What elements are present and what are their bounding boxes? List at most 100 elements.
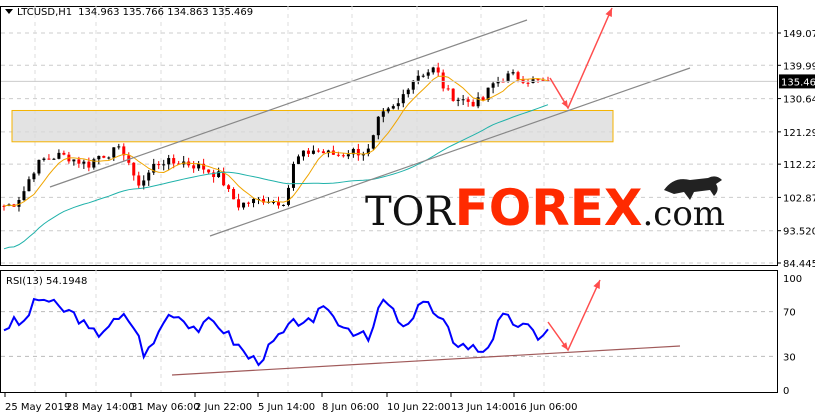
bull-logo-icon bbox=[664, 176, 722, 200]
candle-body bbox=[486, 87, 490, 100]
rsi-tick-label: 70 bbox=[783, 308, 796, 319]
candle-body bbox=[481, 97, 485, 100]
dropdown-triangle-icon[interactable] bbox=[5, 9, 13, 14]
candle-body bbox=[92, 159, 96, 168]
candle-body bbox=[132, 162, 136, 176]
candle-body bbox=[306, 150, 310, 154]
price-tick-label: 84.445 bbox=[783, 259, 815, 270]
candle-body bbox=[207, 169, 211, 173]
candle-body bbox=[222, 171, 226, 186]
candle-body bbox=[471, 101, 475, 107]
rsi-line bbox=[3, 297, 549, 367]
candle-body bbox=[511, 72, 515, 74]
time-tick-label: 25 May 2019 bbox=[5, 402, 70, 413]
candle-body bbox=[212, 172, 216, 178]
forecast-arrow bbox=[549, 7, 613, 110]
candle-body bbox=[381, 111, 385, 117]
candle-body bbox=[536, 79, 540, 81]
candle-body bbox=[157, 163, 161, 166]
time-tick-label: 13 Jun 14:00 bbox=[451, 402, 515, 413]
candle-body bbox=[272, 201, 276, 203]
candle-body bbox=[262, 198, 266, 203]
candle-body bbox=[142, 180, 146, 186]
candle-body bbox=[451, 88, 455, 101]
candle-body bbox=[72, 159, 76, 162]
candle-body bbox=[296, 156, 300, 164]
candle-body bbox=[361, 153, 365, 156]
candle-body bbox=[137, 175, 141, 186]
candle-body bbox=[62, 152, 66, 155]
price-tick-label: 139.995 bbox=[783, 61, 815, 72]
candle-body bbox=[77, 159, 81, 164]
candle-body bbox=[247, 202, 251, 204]
logo-tor: TOR bbox=[365, 189, 456, 235]
price-panel-frame bbox=[0, 6, 778, 266]
logo-torforex: TORFOREX.com bbox=[365, 179, 725, 237]
forecast-arrow-head bbox=[605, 8, 612, 17]
candle-body bbox=[232, 189, 236, 200]
candle-body bbox=[276, 201, 280, 206]
candle-body bbox=[506, 73, 510, 82]
moving-average-fast bbox=[3, 75, 549, 207]
candle-body bbox=[431, 67, 435, 73]
candle-body bbox=[42, 158, 46, 160]
candle-body bbox=[237, 199, 241, 208]
candle-body bbox=[406, 89, 410, 95]
candle-body bbox=[162, 164, 166, 166]
candle-body bbox=[97, 155, 101, 160]
candle-body bbox=[82, 161, 86, 164]
candle-body bbox=[172, 158, 176, 164]
rsi-tick-label: 100 bbox=[783, 274, 802, 285]
candle-body bbox=[356, 148, 360, 156]
candle-body bbox=[396, 103, 400, 107]
candle-body bbox=[202, 163, 206, 170]
candle-body bbox=[192, 165, 196, 169]
candle-body bbox=[326, 150, 330, 154]
symbol-label: LTCUSD,H1 bbox=[17, 7, 72, 18]
candle-body bbox=[291, 163, 295, 188]
candle-body bbox=[346, 154, 350, 157]
ohlc-values: 134.963 135.766 134.863 135.469 bbox=[78, 7, 253, 18]
candle-body bbox=[102, 155, 106, 158]
candle-body bbox=[22, 191, 26, 200]
candle-body bbox=[301, 150, 305, 157]
candle-body bbox=[107, 157, 111, 159]
candle-body bbox=[421, 75, 425, 77]
candle-body bbox=[341, 155, 345, 157]
candle-body bbox=[526, 82, 530, 84]
price-tick-label: 130.645 bbox=[783, 95, 815, 106]
candle-body bbox=[476, 97, 480, 107]
candle-body bbox=[336, 154, 340, 156]
candle-body bbox=[321, 151, 325, 154]
candle-body bbox=[446, 88, 450, 90]
candle-body bbox=[401, 94, 405, 104]
current-price-label: 135.469 bbox=[781, 77, 815, 88]
price-tick-label: 112.220 bbox=[783, 160, 815, 171]
time-tick-label: 16 Jun 06:00 bbox=[514, 402, 578, 413]
rsi-tick-label: 30 bbox=[783, 352, 796, 363]
candle-body bbox=[516, 72, 520, 80]
candle-body bbox=[122, 146, 126, 156]
moving-average-slow bbox=[3, 104, 549, 250]
current-price-badge bbox=[779, 74, 815, 89]
candle-body bbox=[32, 173, 36, 180]
candle-body bbox=[197, 163, 201, 169]
candle-body bbox=[177, 163, 181, 165]
candle-body bbox=[351, 148, 355, 155]
candle-body bbox=[167, 158, 171, 165]
forecast-arrow-pullback-head bbox=[561, 100, 568, 108]
time-tick-label: 5 Jun 14:00 bbox=[258, 402, 315, 413]
rsi-panel-frame bbox=[0, 270, 778, 393]
candle-body bbox=[112, 147, 116, 158]
candle-body bbox=[281, 204, 285, 206]
candle-body bbox=[147, 172, 151, 181]
time-tick-label: 8 Jun 06:00 bbox=[322, 402, 379, 413]
candle-body bbox=[371, 135, 375, 149]
candle-body bbox=[311, 150, 315, 154]
price-tick-label: 102.870 bbox=[783, 193, 815, 204]
price-tick-label: 93.520 bbox=[783, 227, 815, 238]
candle-body bbox=[217, 171, 221, 178]
candle-body bbox=[227, 185, 231, 190]
candle-body bbox=[17, 199, 21, 207]
